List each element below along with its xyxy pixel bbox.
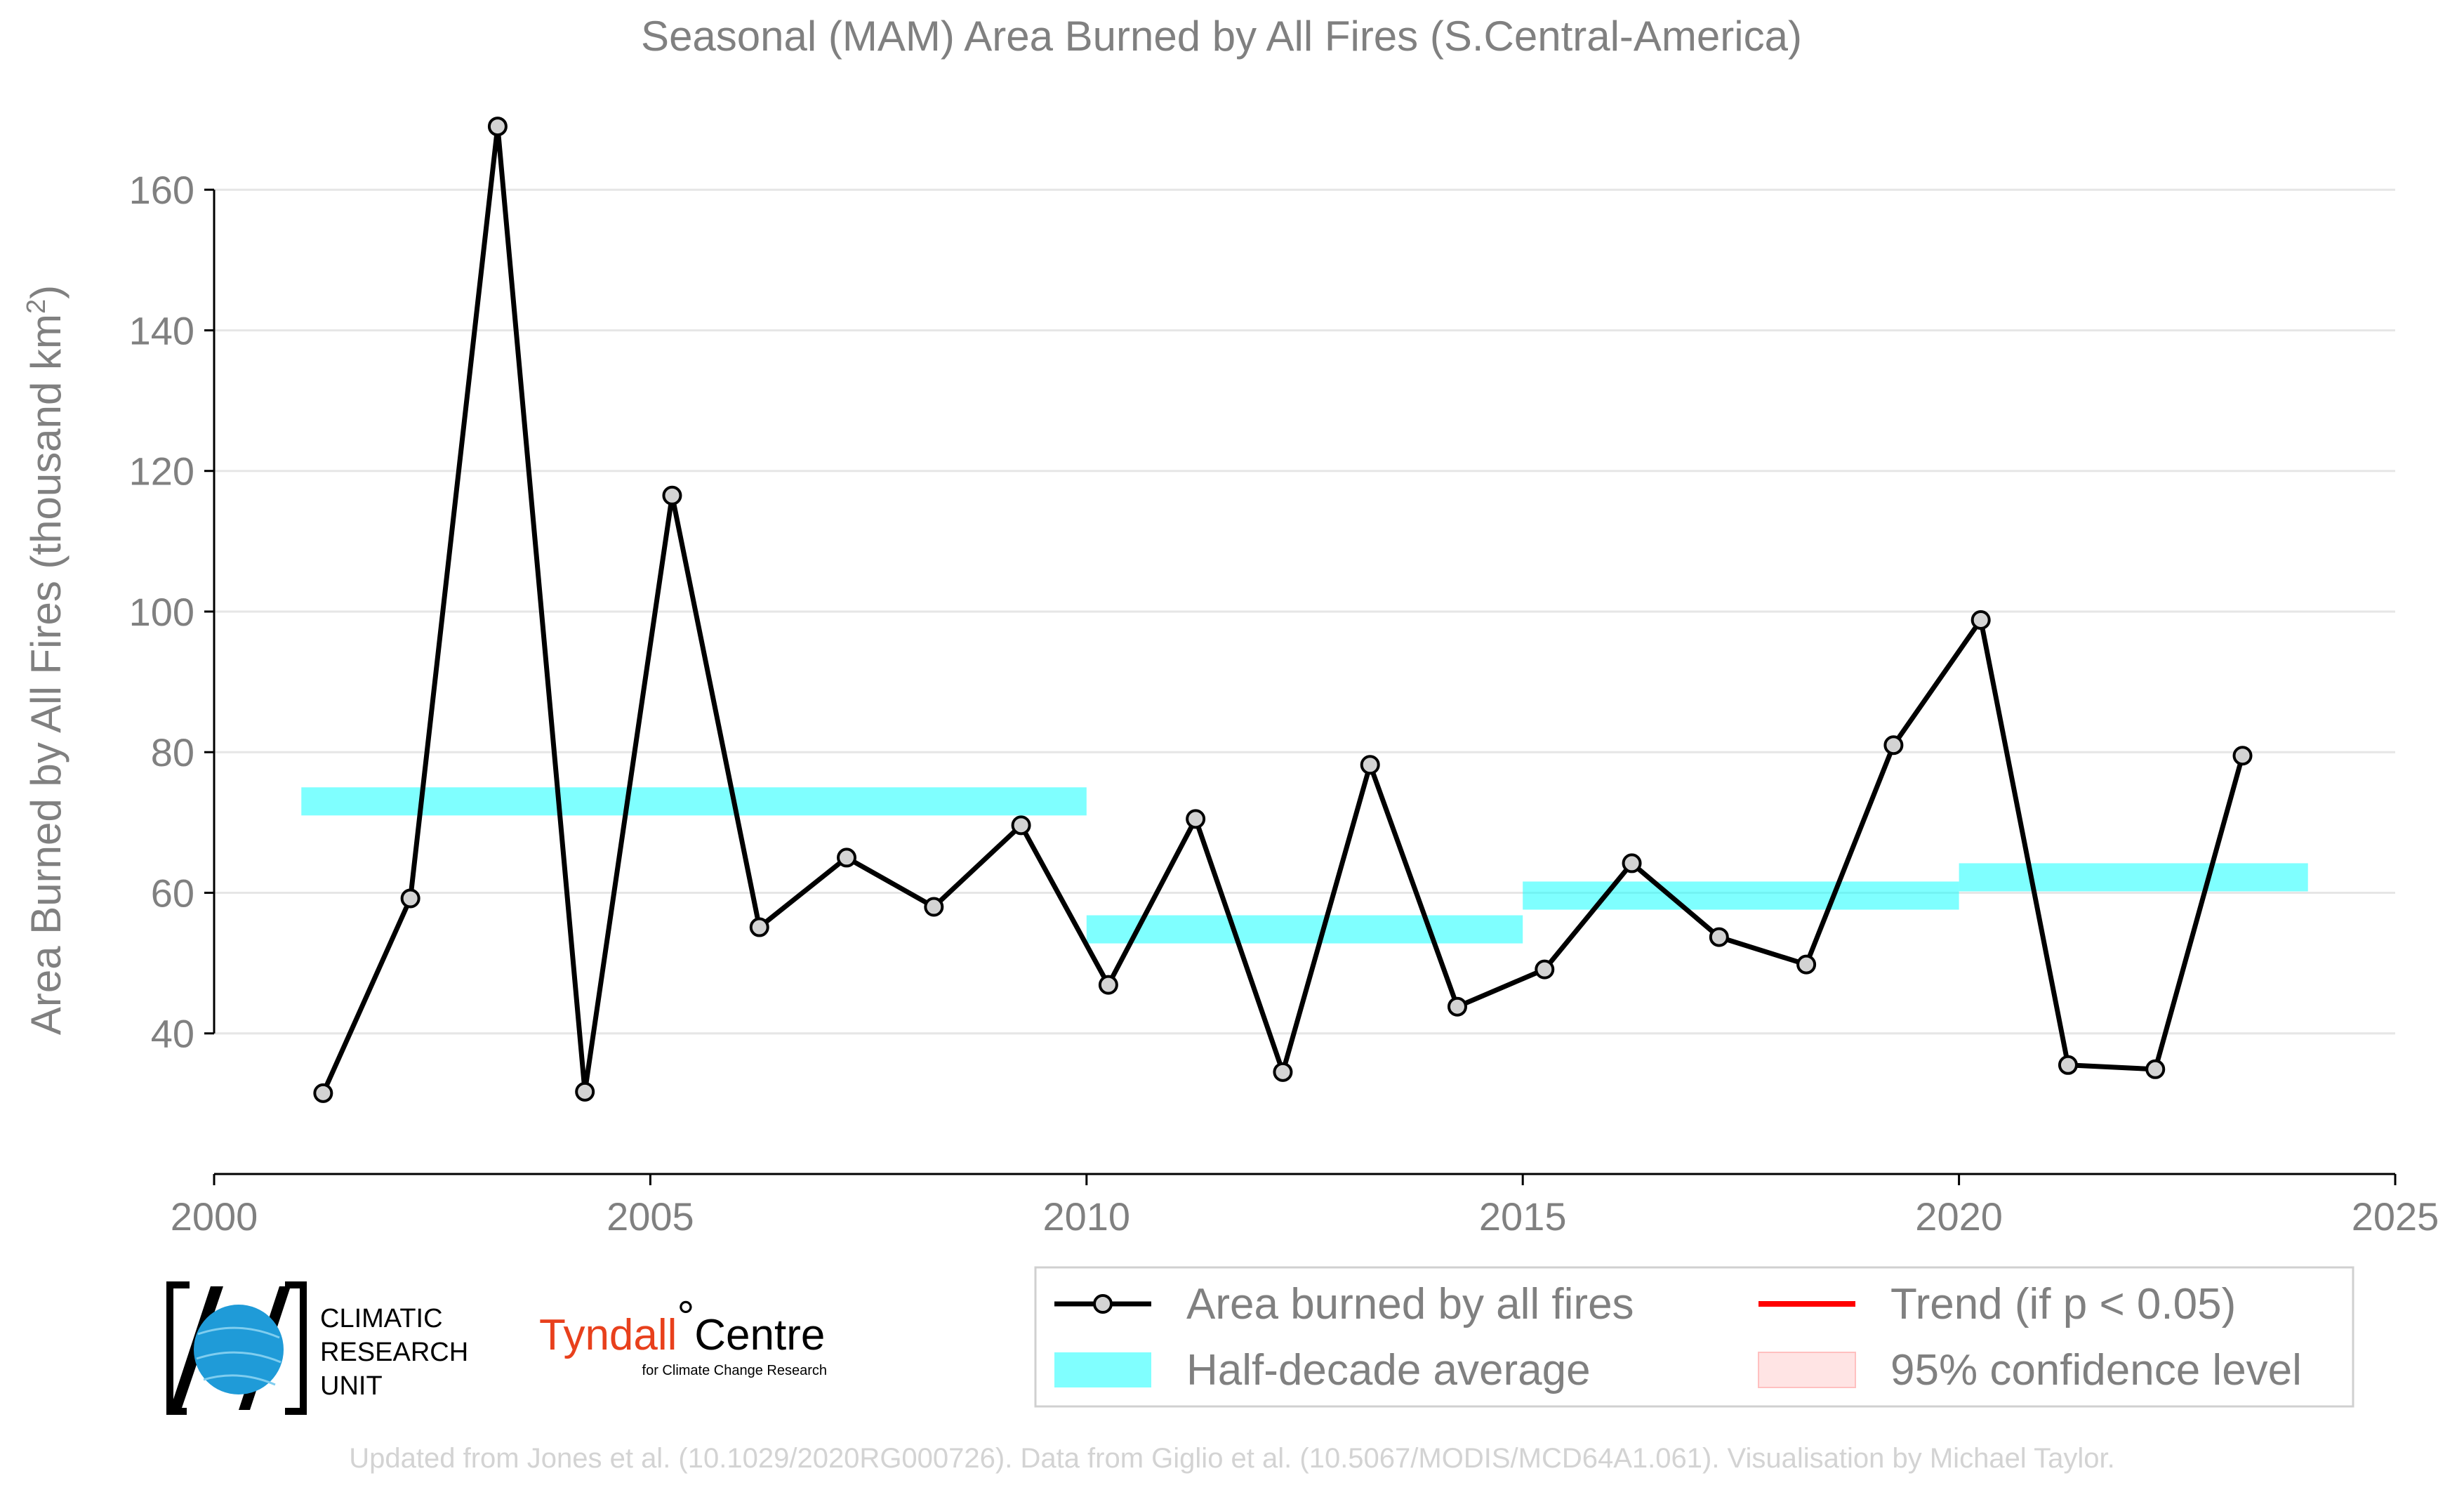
tick-labels: 40 60 80 100 120 140 160 2000 2005 2010 2015 2020 20…	[129, 168, 2439, 1239]
data-point	[1186, 809, 1206, 829]
y-tick-label: 60	[151, 871, 194, 915]
half-decade-bands	[301, 787, 2308, 944]
data-point	[1883, 735, 1904, 756]
y-axis-label: Area Burned by All Fires (thousand km2)	[22, 285, 69, 1035]
data-point	[575, 1081, 595, 1102]
data-point	[1535, 959, 1555, 980]
cru-bracket-left	[166, 1281, 190, 1415]
legend-label-halfdecade: Half-decade average	[1186, 1346, 1591, 1394]
cru-logo: CLIMATIC RESEARCH UNIT	[166, 1281, 468, 1415]
legend-label-confidence: 95% confidence level	[1890, 1346, 2302, 1394]
y-tick-label: 80	[151, 730, 194, 774]
tyndall-name: Tyndall	[539, 1311, 677, 1359]
data-point	[400, 888, 420, 909]
data-point	[2232, 746, 2253, 766]
globe-icon	[194, 1305, 284, 1394]
y-axis-label-close: )	[22, 285, 69, 299]
legend-halfdecade-icon	[1054, 1352, 1151, 1387]
half-decade-band	[1523, 881, 1959, 910]
legend-label-area-burned: Area burned by all fires	[1186, 1280, 1634, 1328]
data-point	[2058, 1055, 2078, 1075]
legend-confidence-icon	[1758, 1352, 1856, 1388]
half-decade-band	[1086, 915, 1523, 944]
y-tick-label: 100	[129, 590, 194, 634]
series-area-burned	[313, 117, 2253, 1103]
x-tick-label: 2005	[607, 1194, 694, 1239]
cru-line2: RESEARCH	[320, 1338, 468, 1367]
y-tick-label: 140	[129, 308, 194, 352]
tyndall-centre: Centre	[694, 1311, 825, 1359]
cru-line1: CLIMATIC	[320, 1304, 443, 1333]
cru-line3: UNIT	[320, 1371, 383, 1401]
globe-lines	[196, 1326, 281, 1386]
data-point	[1970, 609, 1991, 630]
x-tick-label: 2000	[171, 1194, 258, 1239]
tyndall-subtitle: for Climate Change Research	[642, 1363, 827, 1378]
half-decade-band	[1959, 863, 2308, 892]
data-point	[837, 848, 857, 868]
data-point	[487, 117, 508, 137]
data-point	[1360, 755, 1380, 775]
credit-line: Updated from Jones et al. (10.1029/2020R…	[349, 1443, 2114, 1474]
y-tick-label: 120	[129, 449, 194, 494]
x-tick-label: 2020	[1915, 1194, 2003, 1239]
data-point	[1709, 927, 1729, 947]
data-point	[1098, 975, 1118, 995]
y-tick-label: 160	[129, 168, 194, 212]
legend-box	[1034, 1266, 2354, 1408]
data-point	[313, 1083, 333, 1103]
chart-title: Seasonal (MAM) Area Burned by All Fires …	[641, 13, 1802, 60]
x-tick-label: 2010	[1043, 1194, 1131, 1239]
legend: Area burned by all fires Trend (if p < 0…	[1034, 1266, 2354, 1408]
data-point	[749, 917, 769, 937]
legend-marker-icon	[1093, 1294, 1113, 1314]
tyndall-logo: Tyndall°Centre for Climate Change Resear…	[539, 1293, 827, 1378]
cru-bracket-right	[285, 1281, 307, 1415]
axes	[204, 188, 2397, 1185]
data-point	[2145, 1059, 2166, 1079]
data-point	[1447, 996, 1467, 1017]
y-axis-label-superscript: 2	[22, 299, 51, 314]
data-point	[1796, 954, 1817, 975]
half-decade-band	[301, 787, 1087, 816]
tyndall-degree: °	[677, 1293, 694, 1341]
data-point	[924, 897, 944, 917]
y-tick-label: 40	[151, 1012, 194, 1056]
x-tick-label: 2025	[2352, 1194, 2439, 1239]
data-point	[1273, 1062, 1293, 1082]
x-tick-label: 2015	[1479, 1194, 1567, 1239]
data-point	[1011, 815, 1031, 836]
tyndall-wordmark: Tyndall°Centre	[539, 1293, 825, 1359]
legend-label-trend: Trend (if p < 0.05)	[1890, 1280, 2236, 1328]
data-point	[1622, 853, 1642, 873]
data-point	[662, 485, 682, 506]
